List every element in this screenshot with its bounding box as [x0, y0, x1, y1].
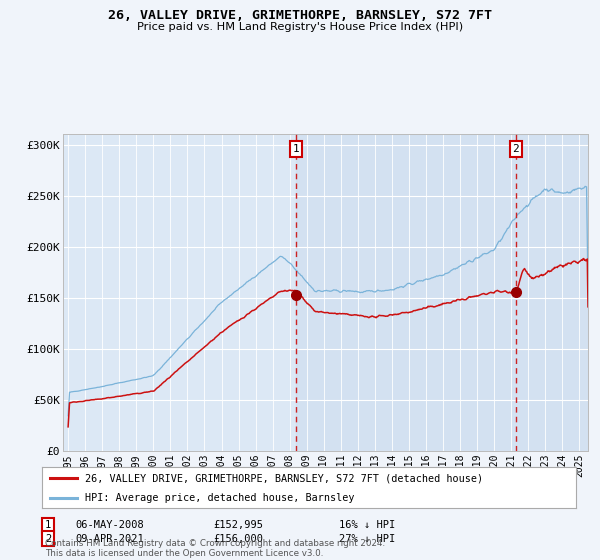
Text: £152,995: £152,995	[213, 520, 263, 530]
Text: Price paid vs. HM Land Registry's House Price Index (HPI): Price paid vs. HM Land Registry's House …	[137, 22, 463, 32]
Text: Contains HM Land Registry data © Crown copyright and database right 2024.
This d: Contains HM Land Registry data © Crown c…	[45, 539, 385, 558]
Text: HPI: Average price, detached house, Barnsley: HPI: Average price, detached house, Barn…	[85, 493, 354, 503]
Text: 06-MAY-2008: 06-MAY-2008	[75, 520, 144, 530]
Text: 16% ↓ HPI: 16% ↓ HPI	[339, 520, 395, 530]
Text: 2: 2	[45, 534, 51, 544]
Text: 27% ↓ HPI: 27% ↓ HPI	[339, 534, 395, 544]
Text: £156,000: £156,000	[213, 534, 263, 544]
Text: 26, VALLEY DRIVE, GRIMETHORPE, BARNSLEY, S72 7FT (detached house): 26, VALLEY DRIVE, GRIMETHORPE, BARNSLEY,…	[85, 473, 483, 483]
Text: 1: 1	[292, 144, 299, 154]
Bar	[296, 134, 588, 451]
Text: 26, VALLEY DRIVE, GRIMETHORPE, BARNSLEY, S72 7FT: 26, VALLEY DRIVE, GRIMETHORPE, BARNSLEY,…	[108, 9, 492, 22]
Text: 2: 2	[512, 144, 519, 154]
Text: 09-APR-2021: 09-APR-2021	[75, 534, 144, 544]
Text: 1: 1	[45, 520, 51, 530]
